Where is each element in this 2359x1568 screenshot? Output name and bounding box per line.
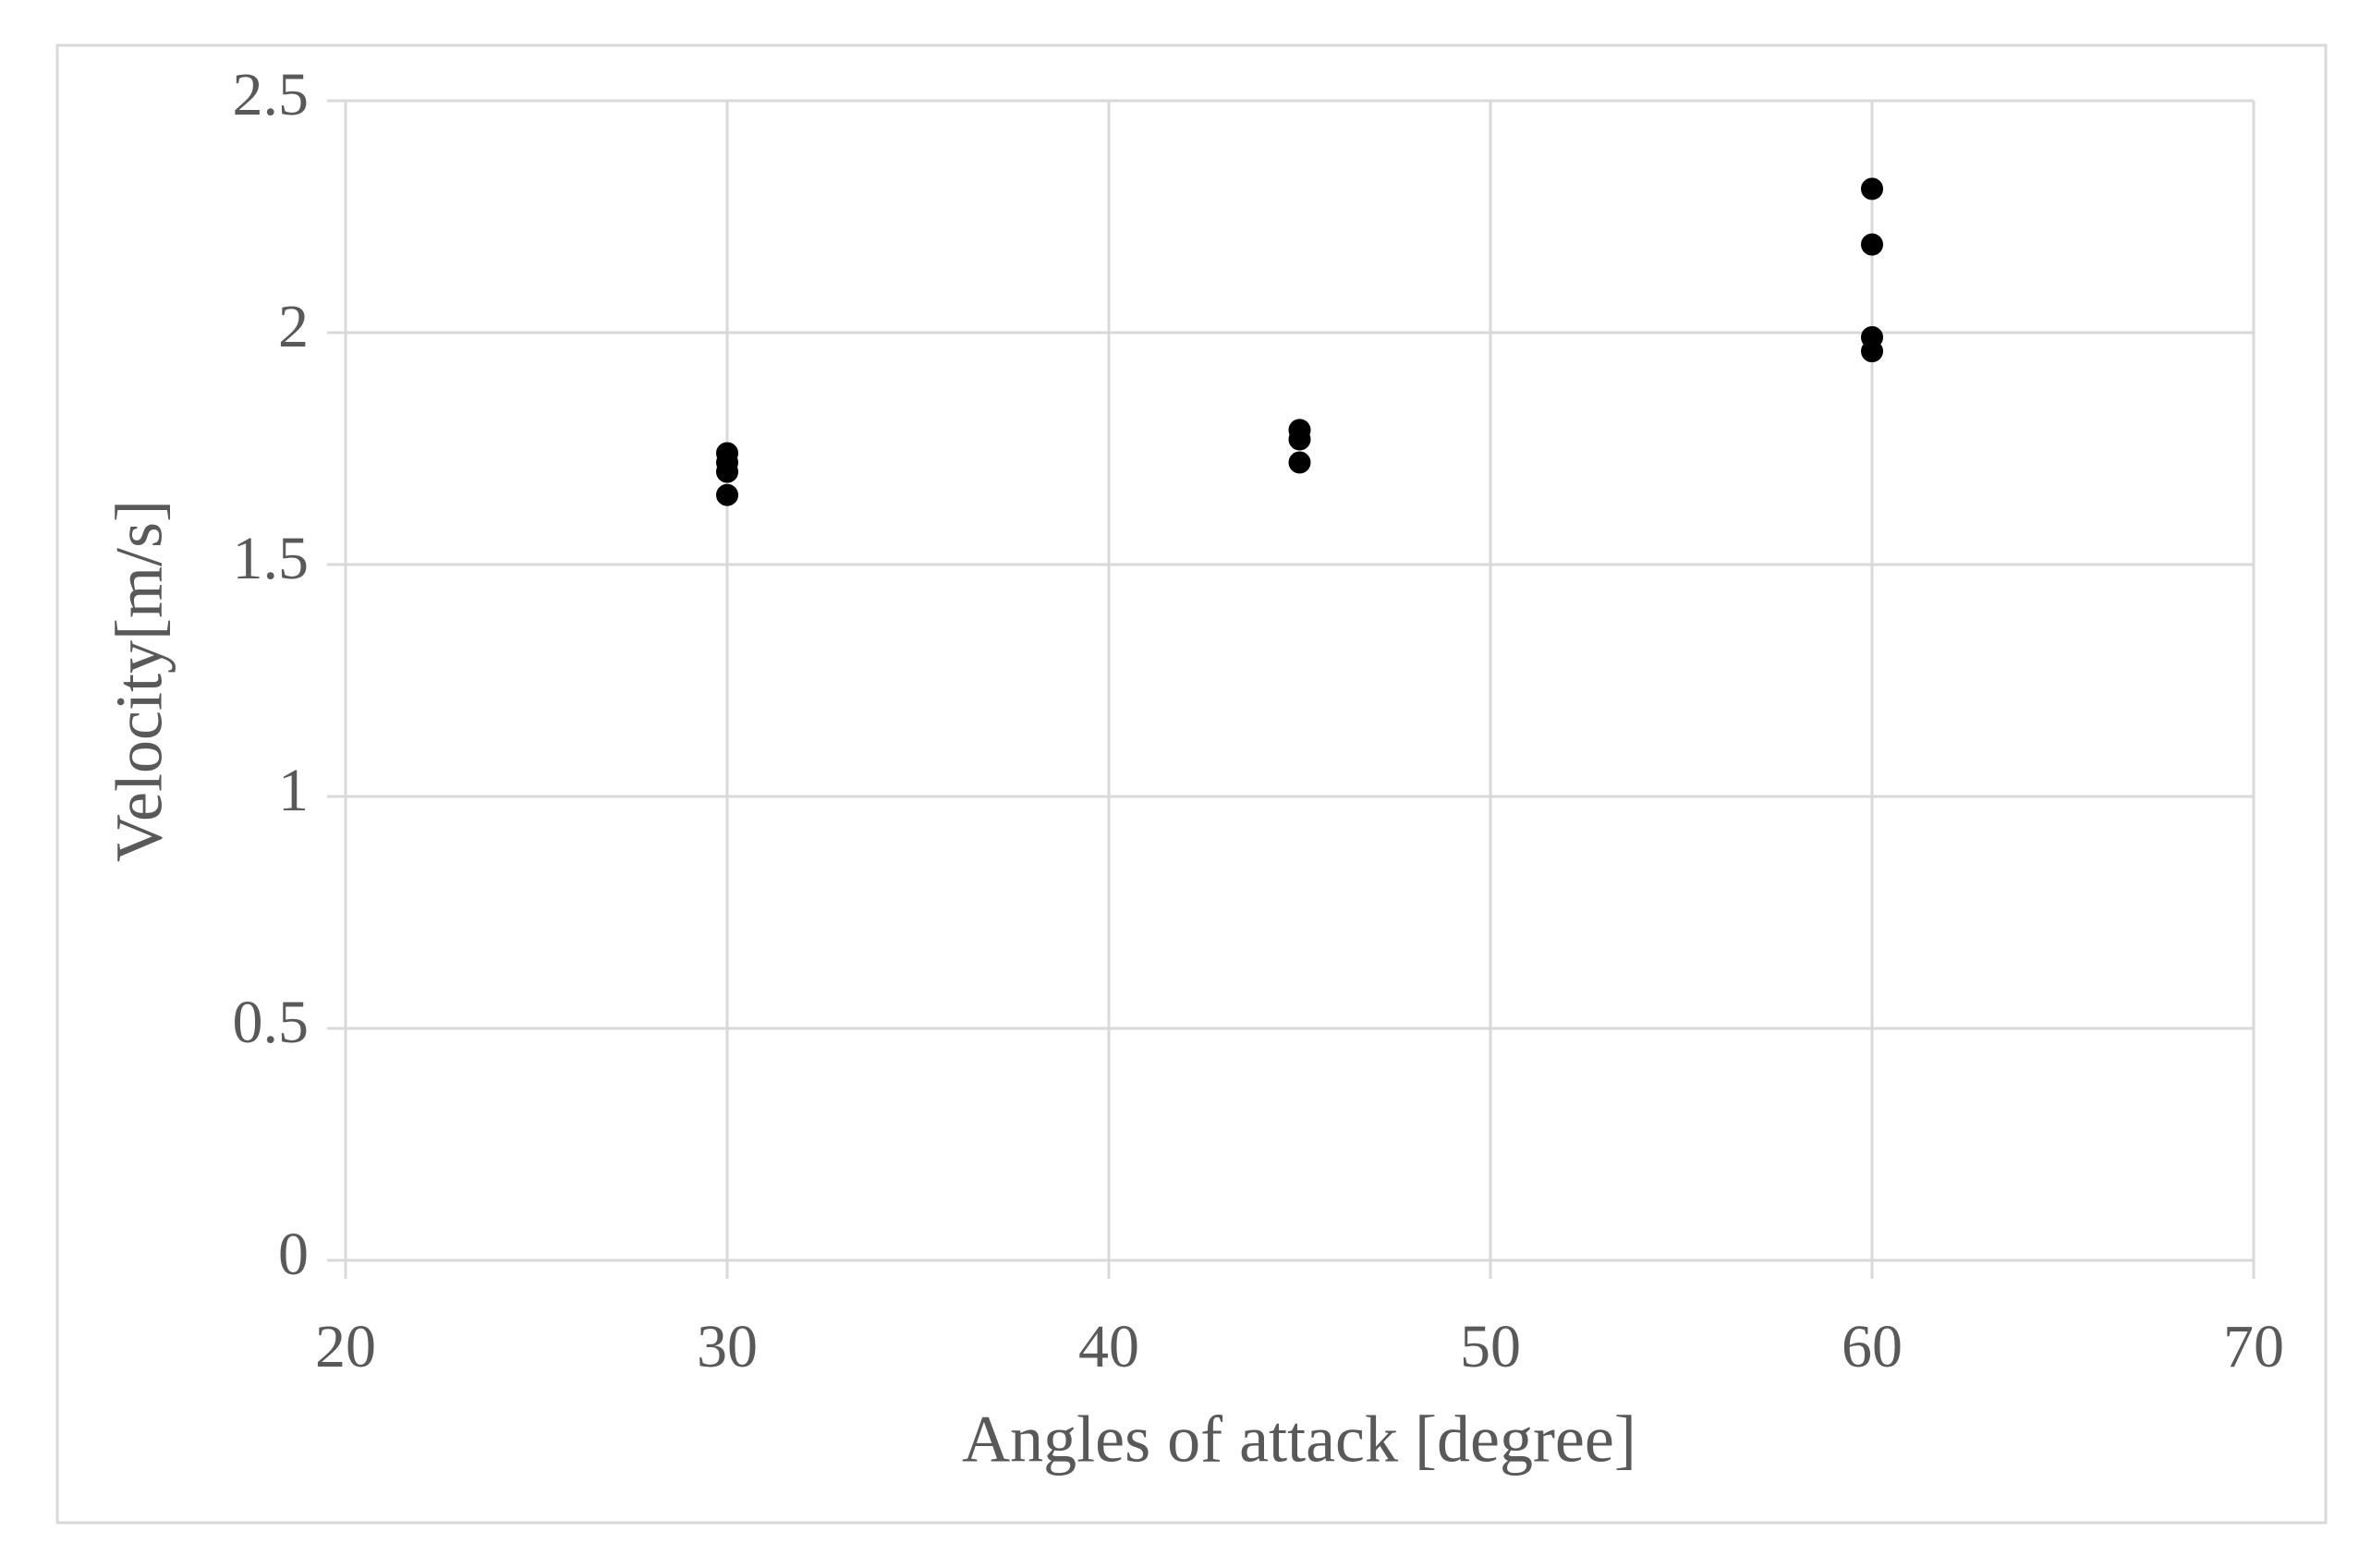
x-tick-label: 70 xyxy=(2223,1313,2284,1380)
y-tick-label: 1.5 xyxy=(233,525,310,592)
y-tick-label: 2 xyxy=(278,293,309,360)
y-tick-label: 0.5 xyxy=(233,989,310,1056)
x-tick-label: 60 xyxy=(1842,1313,1903,1380)
point xyxy=(716,460,738,483)
chart-border xyxy=(55,43,2328,1525)
y-axis-title: Velocity[m/s] xyxy=(103,500,176,862)
y-tick-label: 0 xyxy=(278,1221,309,1288)
point xyxy=(1861,340,1883,363)
point xyxy=(1288,451,1311,474)
point xyxy=(1861,233,1883,256)
x-tick-label: 30 xyxy=(697,1313,758,1380)
y-tick-label: 1 xyxy=(278,757,309,824)
point xyxy=(1288,428,1311,451)
x-axis-title: Angles of attack [degree] xyxy=(962,1403,1636,1477)
point xyxy=(716,483,738,506)
y-tick-label: 2.5 xyxy=(233,61,310,128)
x-tick-label: 50 xyxy=(1460,1313,1521,1380)
x-tick-label: 40 xyxy=(1078,1313,1139,1380)
point xyxy=(1861,177,1883,201)
x-tick-label: 20 xyxy=(315,1313,376,1380)
